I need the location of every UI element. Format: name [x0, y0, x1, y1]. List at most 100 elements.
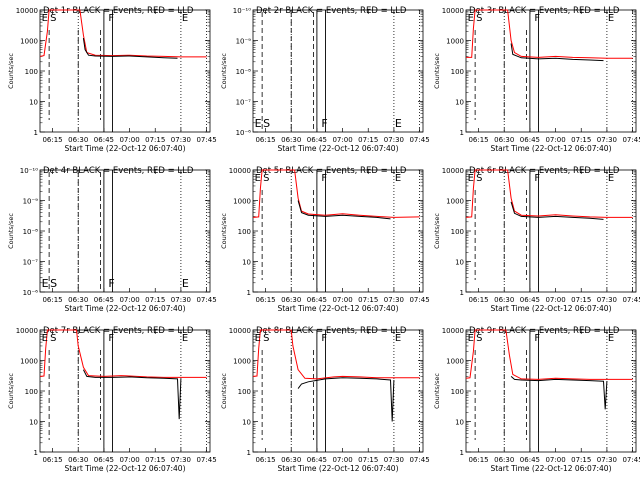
panel-2: Det 2r BLACK = Events, RED = LLD 06:15 06:…	[220, 6, 430, 153]
series-line-lld	[465, 329, 633, 380]
event-marker-e: E	[608, 333, 614, 344]
y-tick-label: 1	[247, 449, 251, 457]
event-marker-f: F	[108, 333, 114, 344]
x-tick-label: 07:00	[119, 296, 139, 304]
event-marker-s: S	[476, 173, 482, 184]
x-tick-label: 06:30	[281, 296, 301, 304]
event-marker-s: S	[263, 333, 269, 344]
series-line-events	[297, 377, 395, 422]
x-tick-label: 07:45	[622, 296, 640, 304]
y-tick-label: 100	[25, 388, 38, 396]
x-tick-label: 06:45	[94, 136, 114, 144]
y-tick-label: 10	[455, 419, 464, 427]
x-axis-label: Start Time (22-Oct-12 06:07:40)	[64, 304, 185, 313]
x-axis-label: Start Time (22-Oct-12 06:07:40)	[490, 464, 611, 473]
x-tick-label: 07:00	[119, 456, 139, 464]
event-marker-f: F	[108, 13, 114, 24]
event-marker-s: S	[263, 117, 270, 130]
y-tick-label: 10⁻⁶	[236, 129, 252, 137]
y-tick-label: 100	[238, 228, 251, 236]
x-tick-label: 06:15	[255, 456, 275, 464]
x-tick-label: 06:45	[307, 296, 327, 304]
y-tick-label: 100	[451, 228, 464, 236]
x-tick-label: 07:30	[171, 296, 191, 304]
x-tick-label: 06:15	[255, 296, 275, 304]
x-tick-label: 06:30	[494, 456, 514, 464]
y-tick-label: 100	[451, 388, 464, 396]
event-marker-e: E	[42, 277, 49, 290]
y-axis-label: Counts/sec	[433, 53, 441, 89]
event-marker-f: F	[534, 333, 540, 344]
x-tick-label: 07:30	[597, 136, 617, 144]
y-axis-label: Counts/sec	[433, 213, 441, 249]
x-tick-label: 07:00	[545, 136, 565, 144]
y-tick-label: 10000	[16, 7, 38, 15]
x-tick-label: 07:45	[409, 136, 429, 144]
event-marker-s: S	[50, 277, 57, 290]
y-axis-label: Counts/sec	[220, 213, 228, 249]
y-tick-label: 1	[247, 289, 251, 297]
x-tick-label: 06:30	[281, 456, 301, 464]
series-line-events	[297, 200, 391, 220]
plot-frame	[39, 169, 211, 293]
x-tick-label: 07:45	[409, 456, 429, 464]
x-tick-label: 06:15	[42, 136, 62, 144]
x-tick-label: 07:15	[571, 296, 591, 304]
series-line-lld	[252, 169, 420, 218]
x-tick-label: 07:00	[332, 456, 352, 464]
y-tick-label: 10⁻⁸	[23, 228, 39, 236]
y-tick-label: 10⁻⁷	[23, 259, 39, 267]
series-line-lld	[466, 9, 633, 59]
y-tick-label: 10⁻⁶	[23, 289, 39, 297]
y-tick-label: 10000	[442, 327, 464, 335]
y-tick-label: 100	[238, 388, 251, 396]
event-marker-s: S	[476, 333, 482, 344]
plot-frame	[39, 9, 211, 133]
panel-1: Det 1r BLACK = Events, RED = LLD 06:15 06:…	[7, 6, 217, 153]
y-tick-label: 10000	[442, 167, 464, 175]
y-tick-label: 10000	[229, 327, 251, 335]
series-line-lld	[39, 329, 207, 378]
y-tick-label: 1000	[20, 358, 38, 366]
y-tick-label: 1	[34, 449, 38, 457]
x-tick-label: 06:15	[468, 456, 488, 464]
y-tick-label: 100	[451, 68, 464, 76]
x-tick-label: 07:00	[332, 136, 352, 144]
x-axis-label: Start Time (22-Oct-12 06:07:40)	[277, 464, 398, 473]
event-marker-e: E	[42, 333, 48, 344]
x-tick-label: 07:15	[358, 136, 378, 144]
panel-title: Det 6r BLACK = Events, RED = LLD	[469, 166, 620, 176]
y-tick-label: 10000	[229, 167, 251, 175]
y-tick-label: 1	[460, 449, 464, 457]
panel-3: Det 3r BLACK = Events, RED = LLD 06:15 06:…	[433, 6, 640, 153]
x-tick-label: 06:45	[520, 456, 540, 464]
event-marker-e: E	[182, 277, 189, 290]
x-tick-label: 07:00	[545, 456, 565, 464]
x-tick-label: 06:30	[494, 296, 514, 304]
event-marker-e: E	[468, 13, 474, 24]
y-axis-label: Counts/sec	[7, 373, 15, 409]
event-marker-f: F	[321, 117, 327, 130]
panel-title: Det 2r BLACK = Events, RED = LLD	[256, 6, 407, 16]
x-tick-label: 07:45	[409, 296, 429, 304]
x-tick-label: 06:15	[255, 136, 275, 144]
y-tick-label: 10	[29, 99, 38, 107]
series-line-lld	[465, 169, 633, 218]
y-tick-label: 10	[242, 419, 251, 427]
series-line-lld	[39, 9, 207, 58]
y-tick-label: 1	[460, 129, 464, 137]
event-marker-e: E	[182, 13, 188, 24]
x-tick-label: 07:00	[119, 136, 139, 144]
series-line-events	[510, 376, 608, 410]
x-tick-label: 06:45	[94, 296, 114, 304]
x-tick-label: 07:30	[597, 296, 617, 304]
plot-frame	[465, 329, 637, 453]
plot-frame	[252, 9, 424, 133]
plot-frame	[465, 9, 637, 133]
x-axis-label: Start Time (22-Oct-12 06:07:40)	[490, 144, 611, 153]
x-tick-label: 07:15	[145, 456, 165, 464]
x-tick-label: 07:15	[358, 456, 378, 464]
x-tick-label: 07:30	[597, 456, 617, 464]
x-tick-label: 07:30	[171, 136, 191, 144]
event-marker-e: E	[395, 333, 401, 344]
